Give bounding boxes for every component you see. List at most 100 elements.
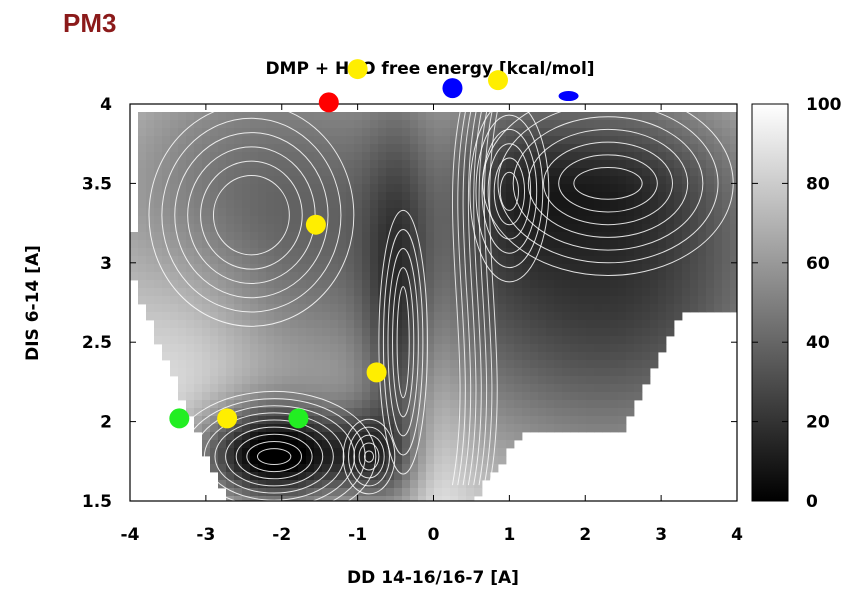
- x-tick-label: -2: [272, 525, 291, 545]
- surface-cell: [170, 200, 179, 209]
- contour-line: [387, 248, 419, 437]
- surface-cell: [394, 216, 403, 225]
- surface-cell: [578, 328, 587, 337]
- surface-cell: [658, 160, 667, 169]
- surface-cell: [466, 424, 475, 433]
- surface-cell: [546, 368, 555, 377]
- surface-cell: [186, 248, 195, 257]
- surface-cell: [610, 168, 619, 177]
- surface-cell: [234, 160, 243, 169]
- surface-cell: [274, 376, 283, 385]
- surface-cell: [290, 472, 299, 481]
- surface-cell: [514, 168, 523, 177]
- surface-cell: [626, 112, 635, 121]
- surface-cell: [514, 392, 523, 401]
- surface-cell: [690, 264, 699, 273]
- surface-cell: [522, 344, 531, 353]
- surface-cell: [314, 272, 323, 281]
- surface-cell: [146, 280, 155, 289]
- surface-cell: [266, 384, 275, 393]
- surface-cell: [490, 112, 499, 121]
- surface-cell: [314, 296, 323, 305]
- surface-cell: [178, 232, 187, 241]
- surface-cell: [690, 208, 699, 217]
- surface-cell: [698, 304, 707, 313]
- surface-cell: [618, 208, 627, 217]
- surface-cell: [658, 224, 667, 233]
- surface-cell: [378, 440, 387, 449]
- state-marker: [442, 78, 463, 99]
- surface-cell: [434, 136, 443, 145]
- surface-cell: [218, 176, 227, 185]
- surface-cell: [626, 304, 635, 313]
- surface-cell: [370, 392, 379, 401]
- surface-cell: [330, 464, 339, 473]
- surface-cell: [322, 408, 331, 417]
- surface-cell: [450, 128, 459, 137]
- surface-cell: [234, 400, 243, 409]
- surface-cell: [274, 448, 283, 457]
- surface-cell: [402, 464, 411, 473]
- surface-cell: [226, 360, 235, 369]
- surface-cell: [514, 424, 523, 433]
- surface-cell: [226, 344, 235, 353]
- contour-line: [200, 160, 303, 270]
- contour-line: [378, 209, 428, 475]
- surface-cell: [298, 440, 307, 449]
- state-markers: [169, 59, 579, 429]
- surface-cell: [458, 464, 467, 473]
- surface-cell: [418, 464, 427, 473]
- surface-cell: [490, 384, 499, 393]
- surface-cell: [434, 176, 443, 185]
- surface-cell: [186, 120, 195, 129]
- surface-cell: [538, 296, 547, 305]
- surface-cell: [346, 384, 355, 393]
- surface-cell: [290, 320, 299, 329]
- surface-cell: [386, 248, 395, 257]
- surface-cell: [562, 304, 571, 313]
- surface-cell: [506, 408, 515, 417]
- contour-line: [478, 111, 488, 486]
- surface-cell: [226, 496, 235, 501]
- surface-cell: [562, 248, 571, 257]
- surface-cell: [378, 120, 387, 129]
- surface-cell: [530, 376, 539, 385]
- surface-cell: [298, 320, 307, 329]
- surface-cell: [714, 200, 723, 209]
- surface-cell: [178, 152, 187, 161]
- surface-cell: [314, 456, 323, 465]
- surface-cell: [538, 264, 547, 273]
- surface-cell: [498, 392, 507, 401]
- surface-cell: [170, 192, 179, 201]
- surface-cell: [314, 416, 323, 425]
- surface-cell: [338, 456, 347, 465]
- surface-cell: [666, 320, 675, 329]
- surface-cell: [258, 360, 267, 369]
- surface-cell: [170, 184, 179, 193]
- surface-cell: [242, 376, 251, 385]
- surface-cell: [706, 288, 715, 297]
- surface-cell: [282, 328, 291, 337]
- surface-cell: [346, 120, 355, 129]
- surface-cell: [594, 368, 603, 377]
- surface-cell: [298, 232, 307, 241]
- surface-cell: [674, 312, 683, 321]
- contour-line: [212, 174, 290, 256]
- surface-cell: [378, 288, 387, 297]
- surface-cell: [378, 216, 387, 225]
- surface-cell: [410, 264, 419, 273]
- surface-cell: [178, 144, 187, 153]
- surface-cell: [402, 296, 411, 305]
- surface-cell: [394, 456, 403, 465]
- surface-cell: [658, 320, 667, 329]
- surface-cell: [442, 280, 451, 289]
- surface-cell: [490, 464, 499, 473]
- surface-cell: [274, 336, 283, 345]
- surface-cell: [618, 304, 627, 313]
- surface-cell: [730, 168, 737, 177]
- surface-cell: [266, 360, 275, 369]
- surface-cell: [570, 208, 579, 217]
- surface-cell: [506, 312, 515, 321]
- surface-cell: [266, 336, 275, 345]
- surface-cell: [210, 232, 219, 241]
